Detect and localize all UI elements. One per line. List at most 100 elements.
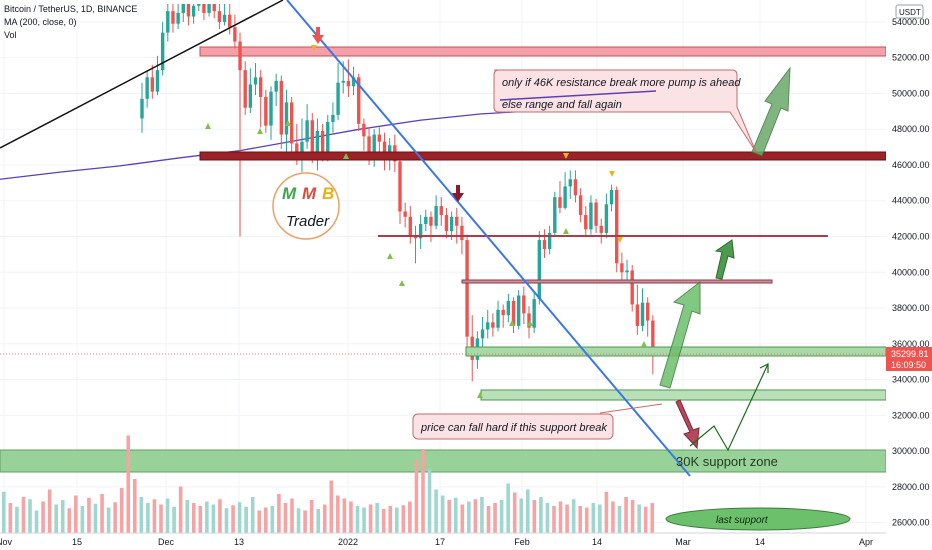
volume-bar (440, 495, 445, 533)
green-up-arrow-mid (714, 239, 735, 280)
candlesticks (140, 4, 655, 382)
volume-bar (617, 506, 622, 533)
candle-body (604, 204, 609, 233)
candle-body (573, 179, 578, 196)
candle (150, 64, 155, 99)
pink-resistance-zone (199, 46, 887, 57)
candle-body (599, 225, 603, 233)
volume-bar (257, 510, 262, 533)
candle (594, 198, 598, 233)
volume-bar (434, 489, 438, 533)
candle (160, 21, 165, 76)
volume-bar (375, 503, 379, 533)
candle-body (486, 322, 490, 330)
time-tick-label: Nov (0, 537, 12, 547)
candle-body (155, 70, 160, 92)
candle (207, 4, 211, 17)
volume-bar (604, 491, 609, 533)
price-axis-panel[interactable] (886, 0, 932, 533)
volume-bar (336, 495, 340, 533)
volume-bar (355, 506, 360, 533)
volume-bar (316, 509, 320, 533)
volume-bar (447, 500, 451, 533)
candle (171, 4, 175, 33)
candle-body (630, 270, 634, 305)
candle-body (186, 4, 191, 17)
candle-body (537, 240, 542, 300)
volume-bar (178, 486, 183, 533)
volume-bar (473, 499, 478, 533)
volume-bar (480, 497, 484, 533)
candle-body (635, 304, 640, 326)
volume-bar (41, 501, 45, 533)
volume-bar (152, 499, 157, 533)
candle (243, 61, 247, 115)
candle-body (615, 189, 619, 264)
candle-body (253, 77, 258, 85)
candle-body (640, 302, 645, 326)
volume-bar (67, 508, 72, 533)
volume-bar (100, 494, 104, 533)
candle-body (264, 96, 268, 126)
candle (305, 104, 309, 149)
volume-bar (80, 506, 85, 533)
candle (455, 207, 459, 244)
currency-badge[interactable] (895, 4, 924, 19)
volume-bar (362, 507, 366, 533)
candle-body (408, 216, 413, 237)
candle-body (305, 120, 309, 142)
mmb-trader-logo: M M B Trader (272, 172, 340, 240)
candle (331, 102, 335, 133)
candle (403, 202, 407, 228)
volume-bar (342, 498, 347, 533)
volume-bar (15, 506, 19, 533)
candle-body (191, 5, 196, 17)
volume-bar (290, 498, 294, 533)
candle-body (336, 82, 340, 115)
candle (465, 234, 469, 351)
candle (408, 206, 413, 244)
volume-bar (172, 506, 176, 533)
volume-bar (414, 459, 419, 533)
candle (480, 316, 485, 350)
candle (377, 127, 382, 155)
candle-body (424, 216, 428, 224)
support-zone-33k (480, 389, 887, 401)
volume-bar (270, 506, 275, 533)
candle-body (331, 114, 335, 123)
volume-bar (467, 501, 471, 533)
price-tick-label: 52000.00 (892, 53, 930, 63)
red-down-marker-top (312, 27, 324, 44)
volume-bar (133, 479, 137, 533)
candle (506, 293, 511, 323)
candle-body (578, 195, 583, 216)
price-tick-label: 46000.00 (892, 160, 930, 170)
volume-bar (545, 503, 550, 533)
candle (351, 66, 356, 96)
price-tick-label: 34000.00 (892, 375, 930, 385)
candle (620, 252, 624, 282)
candle-body (547, 232, 552, 250)
volume-bar (388, 506, 393, 533)
candle-body (418, 223, 423, 239)
support-note: price can fall hard if this support brea… (420, 422, 607, 434)
volume-bar (552, 506, 556, 533)
candle-body (279, 80, 284, 135)
candle (212, 4, 216, 19)
candle (166, 4, 170, 42)
volume-bar (224, 508, 229, 533)
volume-bar (277, 494, 281, 533)
candle (258, 70, 263, 128)
volume-bar (322, 504, 327, 533)
volume-bar (303, 510, 307, 533)
candle (491, 313, 495, 337)
candle-body (310, 120, 314, 158)
resistance-note-line2: else range and fall again (502, 99, 622, 111)
candle (253, 63, 258, 96)
resistance-note-line1: only if 46K resistance break more pump i… (502, 77, 741, 89)
price-axis-ticks: 54000.00 52000.00 50000.00 48000.00 46000.00… (892, 17, 930, 528)
candle (609, 184, 614, 212)
volume-bar (87, 497, 91, 533)
candle (635, 284, 640, 335)
